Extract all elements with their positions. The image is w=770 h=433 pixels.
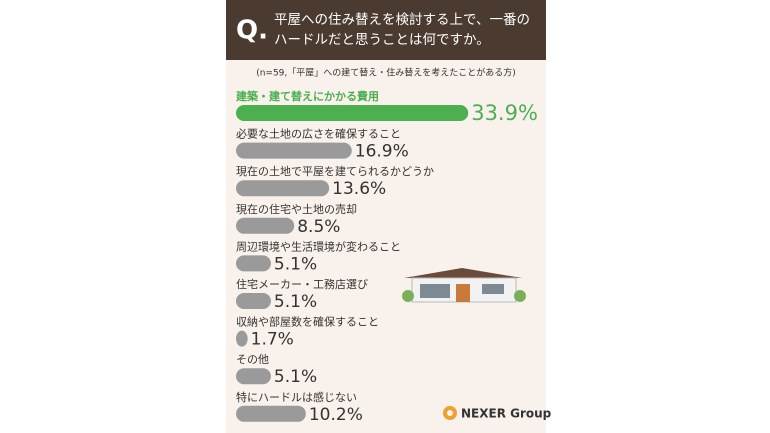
category-label: 現在の住宅や土地の売却 (236, 202, 357, 216)
category-label: 必要な土地の広さを確保すること (236, 127, 401, 141)
value-label: 8.5% (297, 217, 340, 237)
value-label: 16.9% (355, 142, 409, 162)
bar (236, 255, 271, 272)
value-label: 5.1% (274, 254, 317, 274)
bar (236, 217, 295, 234)
bar (236, 405, 306, 422)
category-label: 特にハードルは感じない (236, 390, 357, 404)
bar (236, 105, 469, 121)
subtitle: (n=59,「平屋」への建て替え・住み替えを考えたことがある方) (256, 67, 516, 79)
bar (236, 142, 352, 159)
category-label: その他 (236, 353, 269, 366)
value-label: 33.9% (471, 101, 538, 125)
title-line: ハードルだと思うことは何ですか。 (274, 32, 490, 48)
card (226, 0, 546, 433)
value-label: 1.7% (251, 330, 294, 350)
category-label: 収納や部屋数を確保すること (236, 315, 379, 329)
category-label: 周辺環境や生活環境が変わること (236, 239, 401, 253)
brand-logo: NEXER Group (443, 406, 552, 421)
title-line: 平屋への住み替えを検討する上で、一番の (274, 12, 530, 28)
value-label: 10.2% (309, 405, 363, 425)
category-label: 建築・建て替えにかかる費用 (236, 89, 379, 103)
brand: NEXER Group (461, 407, 552, 421)
house-illustration (402, 268, 526, 303)
value-label: 5.1% (274, 367, 317, 387)
category-label: 住宅メーカー・工務店選び (236, 277, 368, 291)
bar (236, 293, 271, 309)
category-label: 現在の土地で平屋を建てられるかどうか (236, 164, 434, 178)
bar (236, 368, 271, 385)
value-label: 5.1% (274, 292, 317, 312)
bar (236, 180, 330, 197)
header (226, 0, 546, 60)
value-label: 13.6% (332, 179, 386, 199)
bar (236, 330, 248, 347)
question-mark: Q. (236, 16, 268, 46)
